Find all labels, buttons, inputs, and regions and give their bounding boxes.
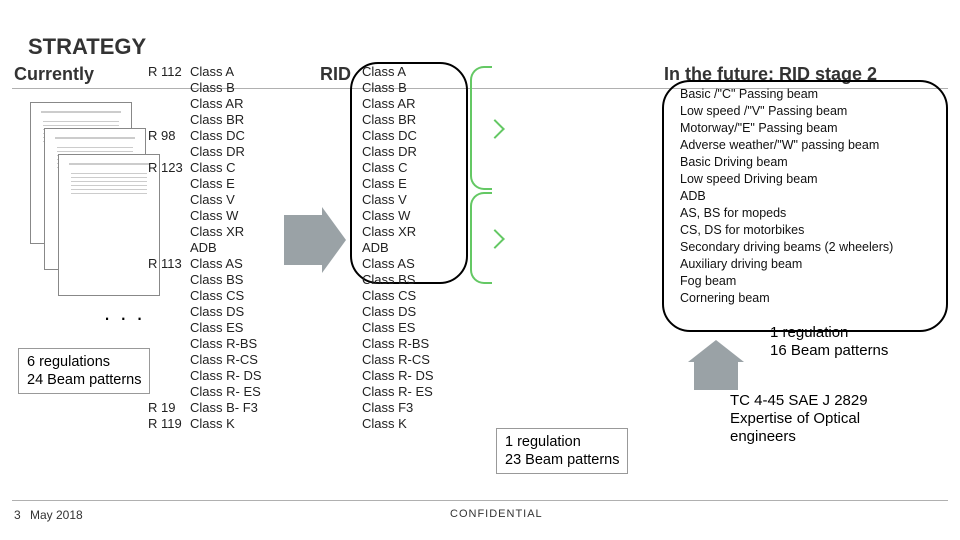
beam-label: Secondary driving beams (2 wheelers) bbox=[680, 239, 893, 256]
class-label: Class XR bbox=[190, 224, 244, 240]
badge-1-reg-23: 1 regulation 23 Beam patterns bbox=[496, 428, 628, 474]
class-label: Class R-BS bbox=[362, 336, 434, 352]
class-label: Class DC bbox=[190, 128, 245, 144]
class-label: Class A bbox=[362, 64, 434, 80]
reg-code: R 119 bbox=[148, 416, 190, 432]
beam-label: AS, BS for mopeds bbox=[680, 205, 893, 222]
class-label: Class V bbox=[190, 192, 235, 208]
class-label: Class R-BS bbox=[190, 336, 257, 352]
badge-line: 24 Beam patterns bbox=[27, 372, 141, 388]
beam-label: ADB bbox=[680, 188, 893, 205]
badge-line: 1 regulation bbox=[770, 324, 848, 341]
footer-date: May 2018 bbox=[30, 508, 83, 522]
reg-doc-3 bbox=[58, 154, 160, 296]
reg-code: R 19 bbox=[148, 400, 190, 416]
brace-bottom bbox=[470, 192, 492, 284]
badge-line: engineers bbox=[730, 428, 796, 445]
class-label: Class ES bbox=[362, 320, 434, 336]
class-label: Class DS bbox=[190, 304, 244, 320]
class-label: Class R-CS bbox=[190, 352, 258, 368]
class-label: Class F3 bbox=[362, 400, 434, 416]
class-label: Class R-CS bbox=[362, 352, 434, 368]
beam-label: Basic Driving beam bbox=[680, 154, 893, 171]
divider-bottom bbox=[12, 500, 948, 501]
class-label: Class C bbox=[362, 160, 434, 176]
beam-label: Low speed /"V" Passing beam bbox=[680, 103, 893, 120]
badge-line: 23 Beam patterns bbox=[505, 452, 619, 468]
confidential-label: CONFIDENTIAL bbox=[450, 508, 543, 520]
reg-code: R 98 bbox=[148, 128, 190, 144]
class-label: Class DS bbox=[362, 304, 434, 320]
class-label: Class AS bbox=[362, 256, 434, 272]
class-label: Class W bbox=[362, 208, 434, 224]
class-label: Class K bbox=[362, 416, 434, 432]
label-currently: Currently bbox=[14, 64, 94, 85]
arrow-right-icon bbox=[284, 215, 324, 265]
badge-tc: TC 4-45 SAE J 2829 Expertise of Optical … bbox=[722, 388, 876, 450]
class-label: Class E bbox=[362, 176, 434, 192]
class-label: Class XR bbox=[362, 224, 434, 240]
class-label: Class E bbox=[190, 176, 235, 192]
class-label: Class R- ES bbox=[190, 384, 261, 400]
beam-label: Basic /"C" Passing beam bbox=[680, 86, 893, 103]
class-label: Class AR bbox=[362, 96, 434, 112]
class-label: Class R- ES bbox=[362, 384, 434, 400]
class-label: Class CS bbox=[362, 288, 434, 304]
beam-label: Motorway/"E" Passing beam bbox=[680, 120, 893, 137]
class-label: Class R- DS bbox=[362, 368, 434, 384]
label-rid: RID bbox=[320, 64, 351, 85]
class-label: Class W bbox=[190, 208, 238, 224]
class-label: Class V bbox=[362, 192, 434, 208]
class-label: Class AR bbox=[190, 96, 243, 112]
class-label: ADB bbox=[190, 240, 217, 256]
class-label: Class ES bbox=[190, 320, 243, 336]
class-label: Class BR bbox=[190, 112, 244, 128]
class-label: Class BS bbox=[190, 272, 243, 288]
docs-ellipsis: . . . bbox=[104, 300, 145, 326]
beam-label: Low speed Driving beam bbox=[680, 171, 893, 188]
badge-6-regs: 6 regulations 24 Beam patterns bbox=[18, 348, 150, 394]
beam-label: CS, DS for motorbikes bbox=[680, 222, 893, 239]
class-label: Class DR bbox=[190, 144, 245, 160]
arrow-up-icon bbox=[694, 362, 738, 390]
class-label: Class BS bbox=[362, 272, 434, 288]
reg-code: R 113 bbox=[148, 256, 190, 272]
class-label: Class A bbox=[190, 64, 234, 80]
class-label: Class CS bbox=[190, 288, 244, 304]
beam-label: Auxiliary driving beam bbox=[680, 256, 893, 273]
class-label: Class B- F3 bbox=[190, 400, 258, 416]
beam-label: Cornering beam bbox=[680, 290, 893, 307]
beam-label: Adverse weather/"W" passing beam bbox=[680, 137, 893, 154]
class-label: ADB bbox=[362, 240, 434, 256]
strategy-heading: STRATEGY bbox=[28, 34, 146, 60]
class-label: Class K bbox=[190, 416, 235, 432]
beam-label: Fog beam bbox=[680, 273, 893, 290]
class-label: Class B bbox=[190, 80, 235, 96]
class-label: Class BR bbox=[362, 112, 434, 128]
reg-code: R 112 bbox=[148, 64, 190, 80]
mid-class-list: Class AClass BClass ARClass BRClass DCCl… bbox=[362, 64, 434, 432]
class-label: Class R- DS bbox=[190, 368, 262, 384]
badge-line: 6 regulations bbox=[27, 354, 110, 370]
badge-1-reg-16: 1 regulation 16 Beam patterns bbox=[762, 320, 896, 364]
class-label: Class AS bbox=[190, 256, 243, 272]
badge-line: TC 4-45 SAE J 2829 bbox=[730, 392, 868, 409]
page-number: 3 bbox=[14, 508, 21, 522]
left-class-list: R 112Class AClass BClass ARClass BRR 98C… bbox=[148, 64, 262, 432]
reg-code: R 123 bbox=[148, 160, 190, 176]
right-beam-list: Basic /"C" Passing beamLow speed /"V" Pa… bbox=[680, 86, 893, 307]
brace-top bbox=[470, 66, 492, 190]
class-label: Class C bbox=[190, 160, 236, 176]
class-label: Class DC bbox=[362, 128, 434, 144]
badge-line: 16 Beam patterns bbox=[770, 342, 888, 359]
class-label: Class B bbox=[362, 80, 434, 96]
badge-line: 1 regulation bbox=[505, 434, 581, 450]
badge-line: Expertise of Optical bbox=[730, 410, 860, 427]
class-label: Class DR bbox=[362, 144, 434, 160]
